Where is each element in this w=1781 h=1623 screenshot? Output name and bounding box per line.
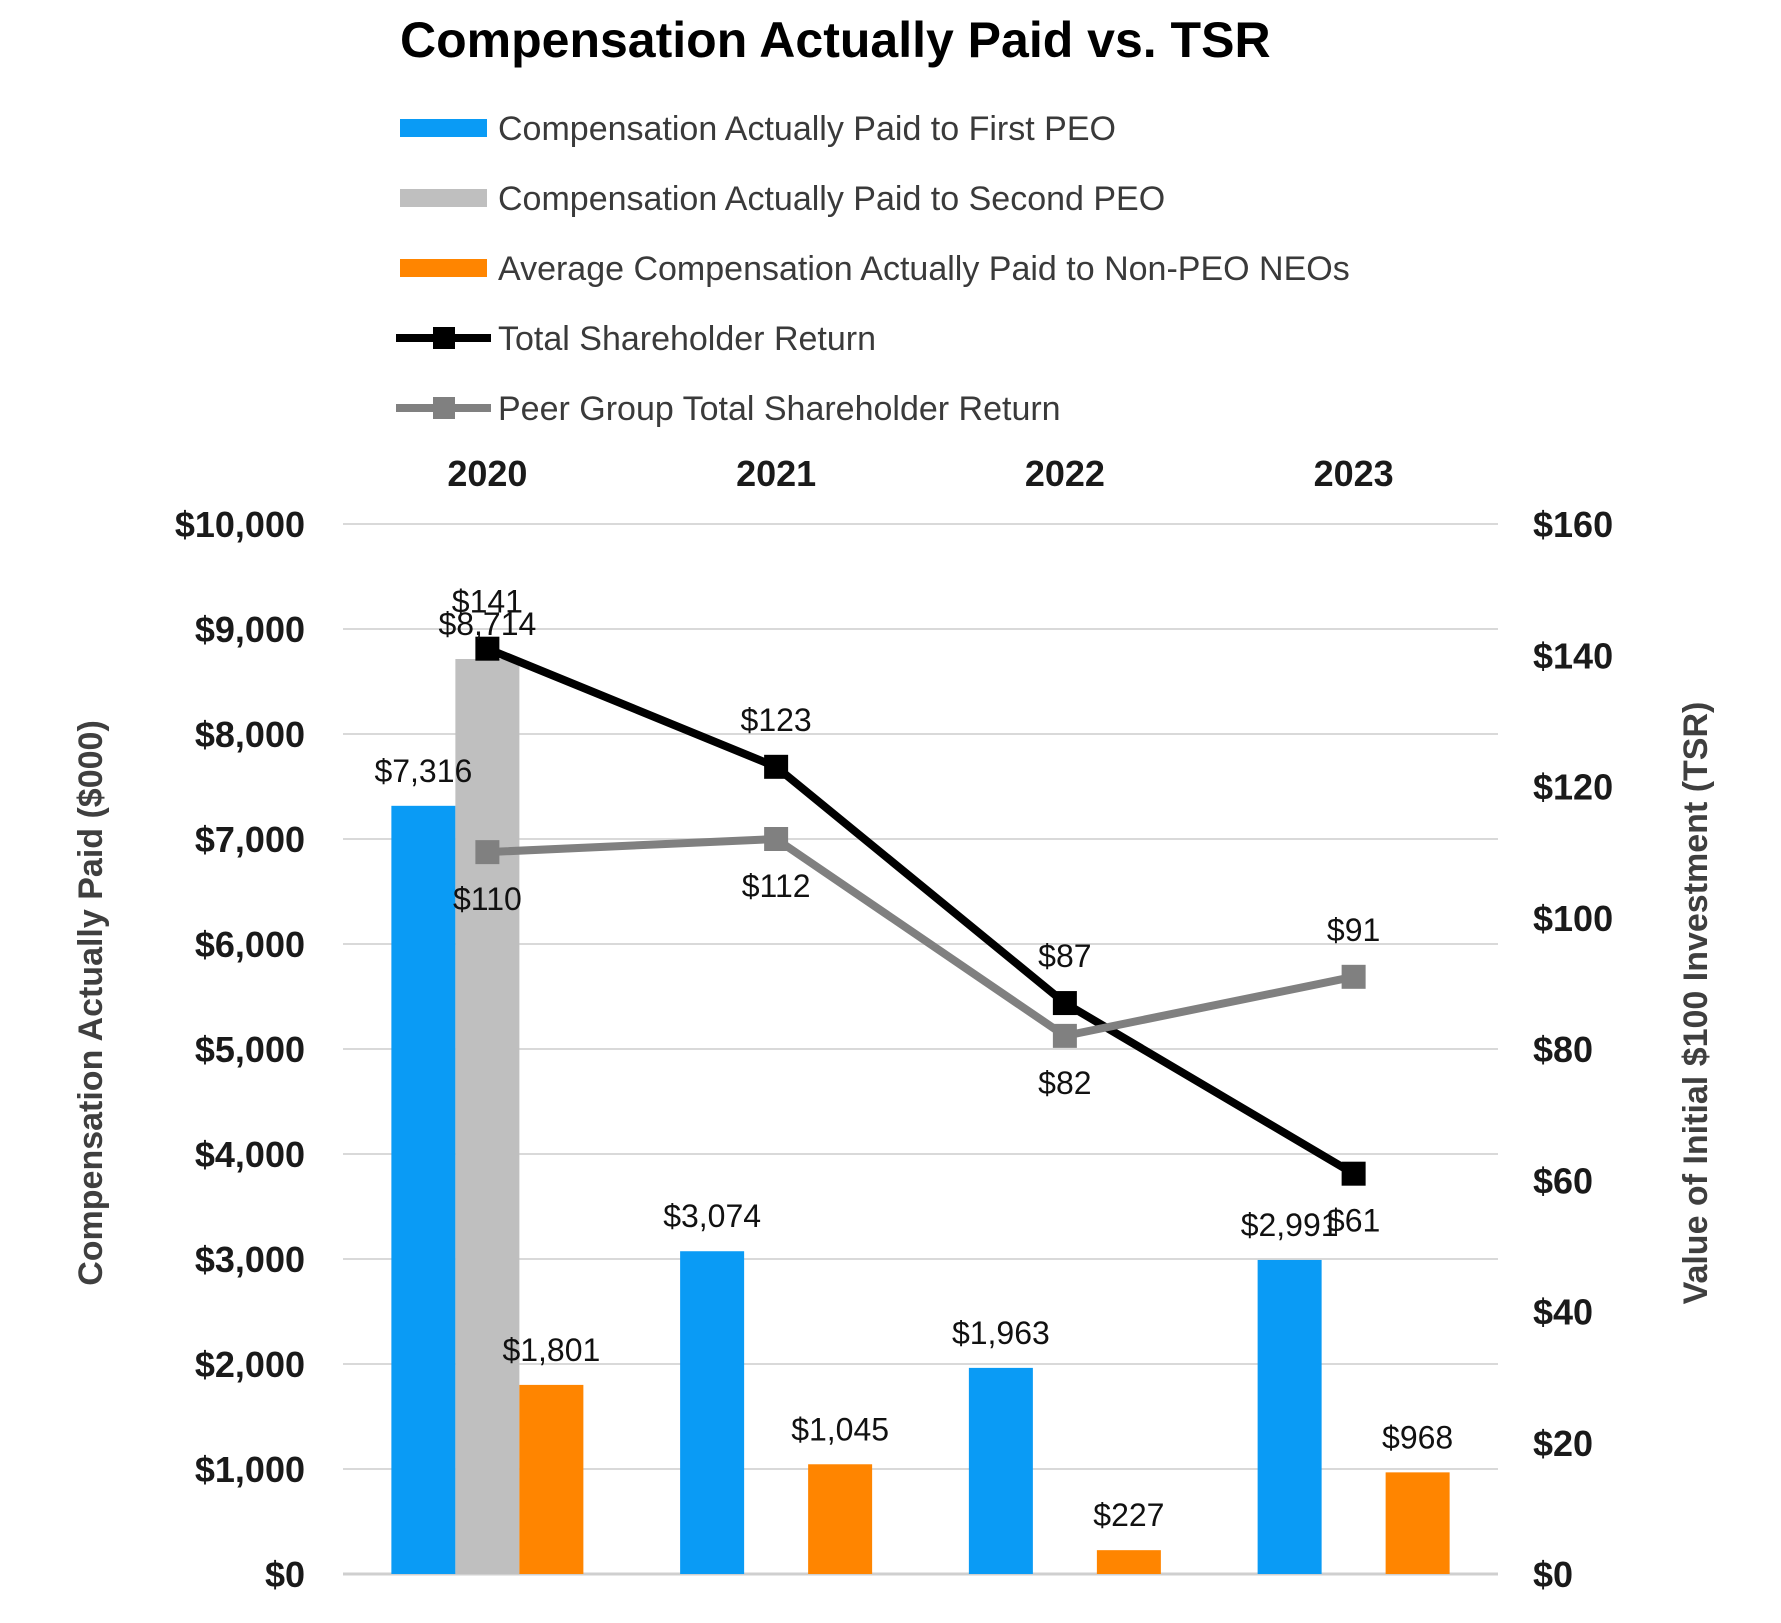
y-tick-label: $2,000 — [195, 1344, 305, 1385]
line-value-label: $91 — [1327, 912, 1380, 948]
category-label: 2023 — [1314, 453, 1394, 494]
y2-tick-label: $120 — [1533, 767, 1613, 808]
bar — [808, 1464, 873, 1574]
bar-value-label: $3,074 — [663, 1198, 761, 1234]
right-axis: $0 $20 $40 $60 $80 $100 $120 $140 $160 — [1533, 504, 1613, 1595]
bar — [1257, 1259, 1322, 1574]
legend-swatch — [400, 259, 487, 277]
bar — [455, 659, 520, 1574]
legend-label: Average Compensation Actually Paid to No… — [498, 250, 1350, 288]
y-tick-label: $3,000 — [195, 1239, 305, 1280]
y2-tick-label: $40 — [1533, 1292, 1593, 1333]
legend-swatch — [400, 189, 487, 207]
category-label: 2020 — [447, 453, 527, 494]
legend-marker — [433, 397, 455, 419]
bar-value-label: $2,991 — [1241, 1207, 1339, 1243]
y2-tick-label: $20 — [1533, 1423, 1593, 1464]
line-value-label: $141 — [452, 584, 523, 620]
y2-axis-title: Value of Initial $100 Investment (TSR) — [1677, 702, 1715, 1305]
bar-value-label: $968 — [1382, 1419, 1453, 1455]
y2-tick-label: $0 — [1533, 1554, 1573, 1595]
line-marker — [1052, 991, 1077, 1016]
y-tick-label: $4,000 — [195, 1134, 305, 1175]
bar-value-label: $1,963 — [952, 1315, 1050, 1351]
y-tick-label: $10,000 — [175, 504, 305, 545]
y2-tick-label: $100 — [1533, 898, 1613, 939]
bar — [519, 1384, 584, 1574]
legend-label: Total Shareholder Return — [498, 320, 876, 358]
category-label: 2022 — [1025, 453, 1105, 494]
line-value-label: $87 — [1038, 938, 1091, 974]
bar-value-label: $1,801 — [502, 1332, 600, 1368]
legend-marker — [433, 327, 455, 349]
y2-tick-label: $140 — [1533, 635, 1613, 676]
line-marker — [764, 827, 789, 851]
y-tick-label: $1,000 — [195, 1449, 305, 1490]
line-value-label: $110 — [453, 881, 522, 917]
y2-tick-label: $60 — [1533, 1160, 1593, 1201]
legend-swatch — [400, 119, 487, 137]
bar-value-label: $1,045 — [791, 1411, 889, 1447]
series-line — [487, 835, 1355, 1040]
bars — [391, 659, 1450, 1574]
line-marker — [475, 840, 500, 865]
bar-value-label: $227 — [1093, 1497, 1164, 1533]
y-tick-label: $6,000 — [195, 924, 305, 965]
bar — [1385, 1472, 1450, 1574]
bar-value-label: $8,714 — [438, 606, 536, 642]
line-value-label: $82 — [1038, 1065, 1091, 1101]
line-marker — [1052, 1023, 1077, 1048]
y-tick-label: $9,000 — [195, 609, 305, 650]
series-line — [485, 644, 1356, 1178]
bar — [391, 805, 456, 1574]
y-axis-title: Compensation Actually Paid ($000) — [72, 720, 110, 1286]
legend-label: Compensation Actually Paid to Second PEO — [498, 180, 1165, 218]
y-tick-label: $5,000 — [195, 1029, 305, 1070]
line-marker — [475, 636, 500, 661]
lines — [475, 636, 1366, 1186]
legend-label: Compensation Actually Paid to First PEO — [498, 110, 1116, 148]
legend: Compensation Actually Paid to First PEO C… — [396, 110, 1350, 428]
category-axis: 2020 2021 2022 2023 — [447, 453, 1393, 494]
chart-title: Compensation Actually Paid vs. TSR — [400, 12, 1271, 68]
legend-label: Peer Group Total Shareholder Return — [498, 390, 1061, 428]
line-value-label: $123 — [741, 702, 812, 738]
bar — [680, 1251, 745, 1574]
y-tick-label: $8,000 — [195, 714, 305, 755]
bar-value-label: $7,316 — [374, 753, 472, 789]
left-axis: $0 $1,000 $2,000 $3,000 $4,000 $5,000 $6,000 $7… — [175, 504, 305, 1595]
y-tick-label: $7,000 — [195, 819, 305, 860]
line-marker — [764, 754, 789, 779]
bar — [968, 1367, 1033, 1574]
y2-tick-label: $160 — [1533, 504, 1613, 545]
category-label: 2021 — [736, 453, 816, 494]
line-value-label: $112 — [742, 868, 811, 904]
line-value-label: $61 — [1327, 1203, 1380, 1239]
line-marker — [1341, 1161, 1366, 1186]
line-marker — [1341, 964, 1366, 989]
y2-tick-label: $80 — [1533, 1029, 1593, 1070]
bar — [1096, 1550, 1161, 1574]
y-tick-label: $0 — [265, 1554, 305, 1595]
data-labels: $7,316 $3,074 $1,963 $2,991 $8,714 $1,801 $1,0… — [374, 584, 1453, 1533]
